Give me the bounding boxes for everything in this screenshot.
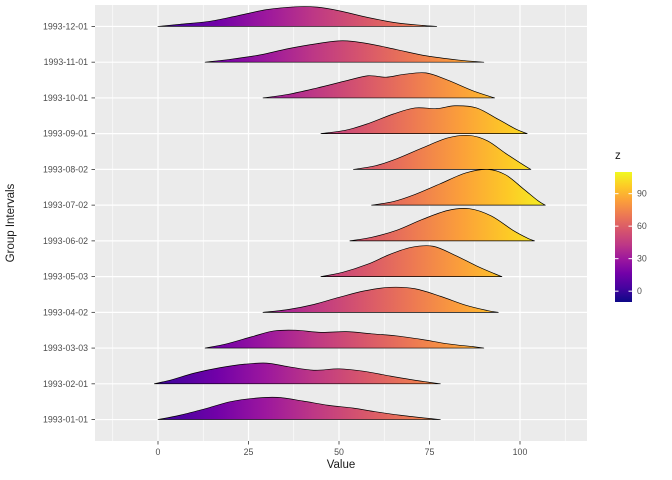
y-tick-label: 1993-03-03 (43, 343, 88, 353)
x-tick-label: 50 (334, 447, 344, 457)
x-axis-title: Value (327, 459, 356, 471)
x-tick-label: 100 (513, 447, 528, 457)
y-tick-label: 1993-02-01 (43, 379, 88, 389)
legend-title: z (615, 150, 621, 162)
x-tick-label: 0 (156, 447, 161, 457)
ridge-1993-03-03 (204, 329, 485, 349)
ridges (154, 6, 546, 420)
x-tick-label: 75 (425, 447, 435, 457)
legend-colorbar (615, 172, 632, 302)
ridge-1993-07-02 (371, 169, 546, 206)
plot-panel (95, 5, 587, 441)
ridge-1993-01-01 (157, 396, 441, 420)
y-tick-label: 1993-10-01 (43, 93, 88, 103)
y-tick-label: 1993-06-02 (43, 236, 88, 246)
y-tick-label: 1993-09-01 (43, 129, 88, 139)
y-tick-label: 1993-07-02 (43, 200, 88, 210)
ridge-1993-11-01 (204, 40, 485, 63)
ridge-1993-08-02 (353, 134, 532, 170)
y-tick-label: 1993-08-02 (43, 164, 88, 174)
x-tick-label: 25 (244, 447, 254, 457)
y-tick-label: 1993-01-01 (43, 415, 88, 425)
legend-tick-label: 30 (637, 254, 647, 264)
y-tick-label: 1993-12-01 (43, 21, 88, 31)
legend-tick-label: 60 (637, 221, 647, 231)
y-axis-title: Group Intervals (5, 183, 17, 262)
ridge-1993-05-03 (320, 245, 503, 277)
legend-tick-label: 90 (637, 189, 647, 199)
ridge-1993-12-01 (157, 6, 438, 27)
ridge-1993-10-01 (262, 72, 496, 99)
y-tick-label: 1993-05-03 (43, 272, 88, 282)
y-tick-label: 1993-11-01 (44, 57, 88, 67)
y-tick-label: 1993-04-02 (43, 307, 88, 317)
ridge-1993-04-02 (262, 286, 499, 313)
ridge-1993-09-01 (320, 105, 528, 135)
ridge-1993-06-02 (349, 208, 535, 242)
ridge-1993-02-01 (154, 362, 441, 385)
legend-tick-label: 0 (637, 286, 642, 296)
